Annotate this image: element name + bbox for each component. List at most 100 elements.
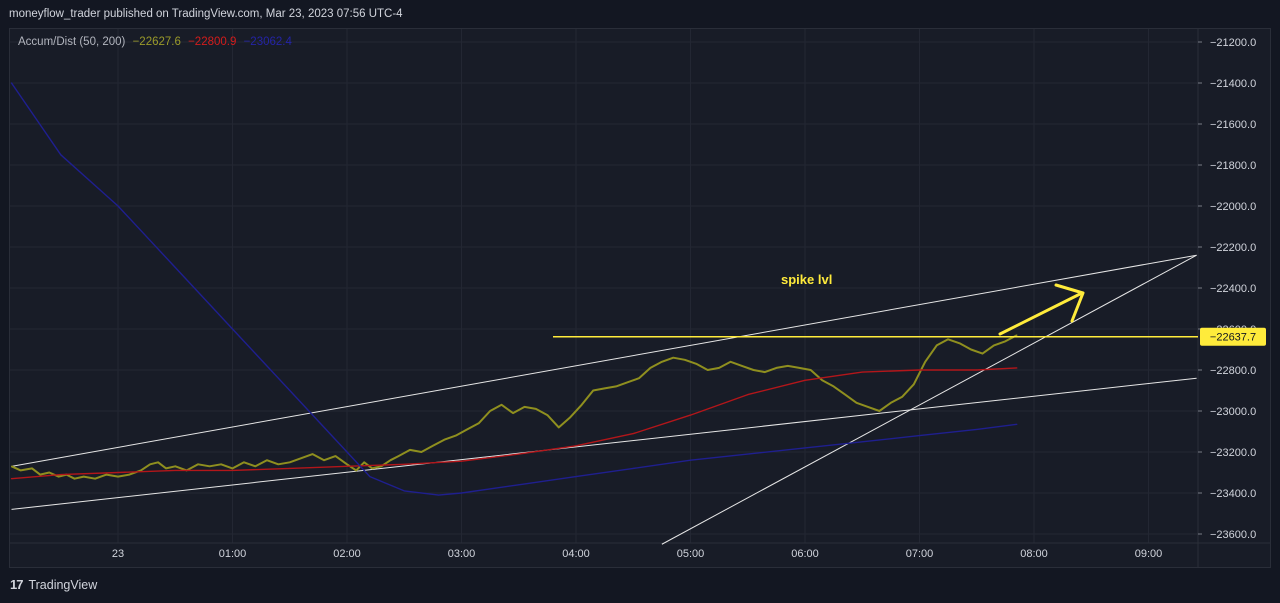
- y-tick-label: −22400.0: [1210, 283, 1256, 295]
- ma-slow-line-point: [632, 467, 634, 469]
- accum-dist-line-point: [684, 359, 686, 361]
- accum-dist-line-point: [174, 465, 176, 467]
- x-tick-label: 05:00: [677, 548, 705, 560]
- accum-dist-line-point: [149, 463, 151, 465]
- accum-dist-line-point: [775, 367, 777, 369]
- accum-dist-line-point: [798, 367, 800, 369]
- x-tick-label: 01:00: [219, 548, 247, 560]
- accum-dist-line-point: [289, 461, 291, 463]
- ma-slow-line-point: [689, 459, 692, 461]
- published-info: moneyflow_trader published on TradingVie…: [9, 8, 403, 20]
- accum-dist-line-point: [615, 385, 617, 387]
- ma-fast-line-point: [632, 432, 634, 435]
- x-tick-label: 08:00: [1020, 548, 1048, 560]
- accum-dist-line-point: [10, 465, 13, 467]
- accum-dist-line-point: [277, 463, 279, 465]
- ma-slow-line-point: [438, 494, 440, 496]
- accum-dist-line-point: [355, 469, 357, 472]
- accum-dist-line-point: [844, 394, 846, 396]
- tradingview-logo-icon: 17: [10, 577, 24, 592]
- ma-slow-line-point: [1016, 423, 1018, 425]
- accum-dist-line-point: [993, 344, 995, 346]
- accum-dist-line-point: [389, 459, 392, 461]
- ma-slow-line-point: [747, 453, 749, 455]
- y-tick-label: −23600.0: [1210, 529, 1256, 541]
- accum-dist-line-point: [661, 361, 663, 363]
- accum-dist-line-point: [231, 467, 234, 469]
- ma-slow-line: [10, 82, 1017, 496]
- x-tick-label: 09:00: [1135, 548, 1163, 560]
- accum-dist-line-point: [810, 369, 812, 371]
- accum-dist-line-point: [500, 404, 503, 406]
- header-bar: moneyflow_trader published on TradingVie…: [0, 0, 1280, 28]
- accum-dist-line-point: [729, 361, 732, 363]
- accum-dist-line-point: [300, 457, 302, 459]
- accum-dist-line-point: [48, 471, 50, 474]
- ma-fast-line-point: [117, 471, 119, 474]
- accum-dist-line-point: [31, 467, 33, 469]
- accum-dist-line-point: [466, 428, 468, 431]
- ma-slow-line-point: [10, 82, 13, 84]
- accum-dist-line-point: [371, 467, 373, 469]
- accum-dist-line-point: [707, 369, 709, 371]
- x-tick-label: 07:00: [906, 548, 934, 560]
- ma-fast-line-point: [231, 469, 234, 472]
- accum-dist-line-point: [913, 383, 915, 385]
- y-tick-label: −21600.0: [1210, 119, 1256, 131]
- accum-dist-line-point: [409, 449, 411, 451]
- spike-level-label: spike lvl: [781, 272, 832, 287]
- ma-fast-line-point: [976, 369, 978, 371]
- accum-dist-line-point: [209, 465, 211, 467]
- accum-dist-line-point: [741, 365, 743, 367]
- ma-fast-line-point: [10, 478, 13, 480]
- accum-dist-line-point: [312, 453, 314, 455]
- accum-dist-line-point: [787, 365, 789, 367]
- brand-name: TradingView: [28, 577, 98, 592]
- ma-slow-line-point: [575, 476, 577, 478]
- accum-dist-line-point: [695, 363, 697, 365]
- accum-dist-line-point: [266, 459, 268, 461]
- accum-dist-line-point: [39, 473, 41, 476]
- accum-dist-line-point: [981, 353, 984, 355]
- accum-dist-line-point: [936, 344, 938, 346]
- accum-dist-line-point: [380, 465, 382, 467]
- accum-dist-line-point: [558, 426, 560, 428]
- accum-dist-line-point: [165, 467, 167, 469]
- accum-dist-line-point: [947, 338, 949, 340]
- accum-dist-line-point: [157, 461, 159, 463]
- accum-dist-line-point: [569, 416, 571, 418]
- ma-slow-line-point: [460, 492, 463, 494]
- accum-dist-line-point: [833, 385, 835, 387]
- ma-fast-line-point: [346, 465, 348, 467]
- indicator-legend[interactable]: Accum/Dist (50, 200) −22627.6 −22800.9 −…: [18, 36, 292, 48]
- accum-dist-line-point: [105, 473, 108, 476]
- y-tick-label: −22000.0: [1210, 201, 1256, 213]
- accum-dist-line-point: [855, 402, 858, 404]
- accum-dist-line-point: [254, 465, 256, 467]
- accum-dist-line-point: [489, 410, 491, 412]
- ma-slow-line-point: [518, 484, 520, 486]
- accum-dist-line-point: [512, 412, 514, 414]
- ma-fast-line-point: [60, 473, 62, 476]
- arrow-shaft: [998, 291, 1084, 336]
- accum-dist-line-point: [117, 476, 119, 478]
- footer-brand[interactable]: 17 TradingView: [10, 577, 97, 592]
- accum-dist-line-point: [478, 422, 480, 424]
- accum-dist-line-point: [455, 435, 457, 437]
- accum-dist-line-point: [128, 473, 131, 476]
- price-label-box: [1200, 327, 1266, 346]
- ma-fast-line-point: [518, 453, 520, 455]
- chart-frame[interactable]: [9, 28, 1271, 568]
- accum-dist-line-point: [878, 410, 881, 412]
- accum-dist-line-point: [581, 404, 583, 406]
- ma-fast-value: −22800.9: [188, 36, 237, 48]
- accum-dist-line: [11, 334, 1018, 480]
- ma-fast-line-point: [861, 371, 863, 373]
- arrow-head-icon: [1054, 283, 1085, 323]
- accum-dist-line-point: [649, 367, 652, 369]
- accum-dist-line-point: [638, 377, 640, 379]
- y-tick-label: −23000.0: [1210, 406, 1256, 418]
- accum-dist-line-point: [523, 406, 526, 408]
- accum-dist-line-point: [970, 348, 972, 351]
